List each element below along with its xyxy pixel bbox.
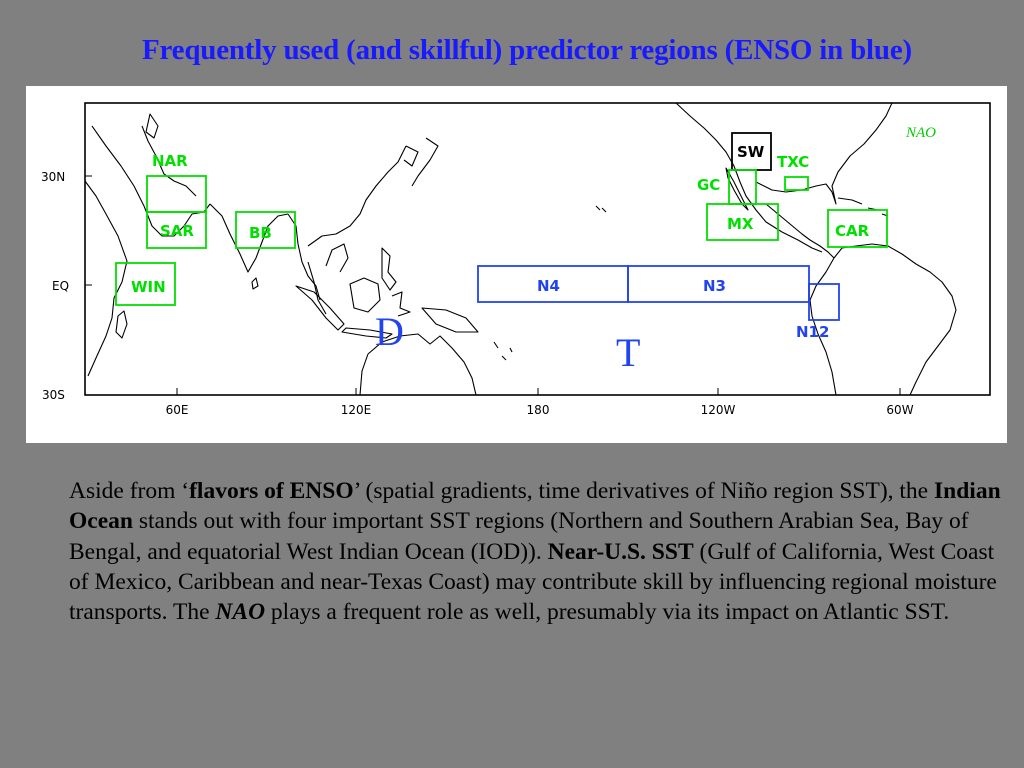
text-run: (Gulf of California, West Coast of Mexic… — [69, 538, 997, 626]
emphasis-flavors-of-enso: flavors of ENSO — [189, 478, 354, 504]
emphasis-nao: NAO — [215, 599, 266, 626]
predictor-regions: NAR SAR BB WIN SW TXC GC MX CAR — [115, 132, 888, 306]
description-paragraph: Aside from ‘flavors of ENSO’ (spatial gr… — [69, 476, 1009, 627]
x-tick-label: 120E — [341, 403, 372, 417]
region-sar-box — [146, 211, 207, 249]
emphasis-indian-ocean: Indian Ocean — [69, 478, 1001, 535]
y-axis: 30N EQ 30S — [41, 170, 92, 402]
x-axis: 60E 120E 180 120W 60W — [166, 388, 914, 417]
slide-title: Frequently used (and skillful) predictor… — [142, 34, 912, 66]
region-mx-label: MX — [727, 215, 754, 233]
region-n12-label: N12 — [796, 323, 829, 341]
region-car-box — [827, 209, 888, 248]
x-tick-label: 120W — [701, 403, 736, 417]
text-run: plays a frequent role as well, presumabl… — [265, 599, 950, 626]
x-tick-label: 60E — [166, 403, 189, 417]
region-n12-box — [808, 283, 840, 321]
map-panel: 30N EQ 30S 60E 120E 180 120W 60W NAR SAR… — [26, 86, 1007, 443]
x-tick-label: 60W — [886, 403, 913, 417]
coastlines — [84, 102, 957, 396]
region-bb-box — [235, 211, 296, 249]
text-run: ’ (spatial gradients, time derivatives o… — [353, 478, 934, 504]
region-win-label: WIN — [131, 278, 166, 296]
x-tick-label: 180 — [527, 403, 550, 417]
region-gc-label: GC — [697, 176, 720, 194]
region-win-box — [115, 262, 176, 306]
map-frame — [84, 102, 991, 396]
region-bb-label: BB — [249, 224, 272, 242]
annotation-d: D — [375, 309, 404, 354]
region-car-label: CAR — [835, 222, 870, 240]
emphasis-near-us-sst: Near-U.S. SST — [547, 538, 694, 565]
region-nar-label: NAR — [152, 152, 188, 170]
y-tick-label: 30N — [41, 170, 65, 184]
region-n3-label: N3 — [703, 277, 726, 295]
region-txc-box — [784, 176, 809, 191]
region-n4-label: N4 — [537, 277, 560, 295]
text-run: Aside from ‘ — [69, 478, 190, 504]
text-run: stands out with four important SST regio… — [69, 508, 969, 565]
y-tick-label: EQ — [52, 279, 69, 293]
region-sw-label: SW — [737, 143, 765, 161]
region-mx-box — [706, 203, 779, 241]
y-tick-label: 30S — [42, 388, 65, 402]
enso-regions: N4 N3 N12 — [477, 265, 840, 341]
nao-annotation: NAO — [905, 125, 936, 141]
region-txc-label: TXC — [777, 153, 809, 171]
region-sar-label: SAR — [160, 222, 194, 240]
predictor-region-map: 30N EQ 30S 60E 120E 180 120W 60W NAR SAR… — [41, 102, 991, 417]
region-nar-box — [146, 175, 207, 213]
annotation-t: T — [616, 330, 640, 375]
